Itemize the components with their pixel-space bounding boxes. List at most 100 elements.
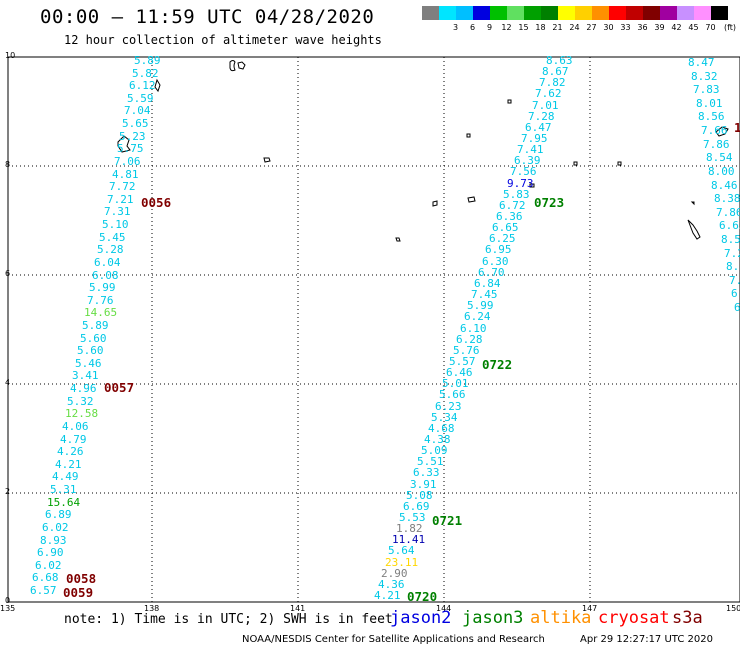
wave-height-value: 7.04 bbox=[124, 104, 151, 117]
wave-height-value: 8.00 bbox=[708, 165, 735, 178]
wave-height-value: 6.65 bbox=[719, 219, 740, 232]
wave-height-value: 6.65 bbox=[492, 221, 519, 234]
colorbar-swatch bbox=[541, 6, 558, 20]
wave-height-value: 6.89 bbox=[45, 508, 72, 521]
wave-height-value: 8.93 bbox=[40, 534, 67, 547]
island-yap bbox=[154, 78, 161, 93]
wave-height-value: 8.32 bbox=[691, 70, 718, 83]
x-tick-label: 147 bbox=[582, 604, 598, 613]
colorbar-swatch bbox=[592, 6, 609, 20]
wave-height-value: 6 bbox=[731, 287, 738, 300]
colorbar-label: 21 bbox=[552, 23, 563, 32]
wave-height-value: 5.82 bbox=[132, 67, 159, 80]
wave-height-value: 5.66 bbox=[439, 388, 466, 401]
x-tick-label: 150 bbox=[726, 604, 740, 613]
wave-height-value: 6.39 bbox=[514, 154, 541, 167]
wave-height-value: 8.1 bbox=[726, 260, 740, 273]
wave-height-value: 5.99 bbox=[89, 281, 116, 294]
footer-timestamp: Apr 29 12:27:17 UTC 2020 bbox=[580, 634, 713, 645]
wave-height-value: 8.01 bbox=[696, 97, 723, 110]
island-g bbox=[573, 161, 578, 166]
wave-height-value: 4.21 bbox=[374, 589, 401, 602]
wave-height-value: 5.10 bbox=[102, 218, 129, 231]
wave-height-value: 6.23 bbox=[435, 400, 462, 413]
island-palau-cluster bbox=[117, 135, 131, 153]
map-frame bbox=[7, 56, 740, 603]
wave-height-value: 8.63 bbox=[546, 54, 573, 67]
wave-height-value: 5.75 bbox=[117, 142, 144, 155]
wave-height-value: 2.90 bbox=[381, 567, 408, 580]
pass-time-label: 0721 bbox=[432, 513, 463, 528]
island-j bbox=[687, 219, 701, 240]
x-tick-label: 144 bbox=[436, 604, 452, 613]
wave-height-value: 6.08 bbox=[92, 269, 119, 282]
wave-height-value: 14.65 bbox=[84, 306, 118, 319]
wave-height-value: 6 bbox=[734, 301, 740, 314]
wave-height-value: 8.56 bbox=[698, 110, 725, 123]
colorbar-label: 24 bbox=[569, 23, 580, 32]
wave-height-value: 8.67 bbox=[542, 65, 569, 78]
wave-height-value: 5.65 bbox=[122, 117, 149, 130]
wave-height-value: 6.36 bbox=[496, 210, 523, 223]
colorbar-label: 42 bbox=[671, 23, 682, 32]
y-tick-label: 10 bbox=[5, 51, 16, 60]
wave-height-value: 6.57 bbox=[30, 584, 57, 597]
wave-height-value: 5.76 bbox=[453, 344, 480, 357]
wave-height-value: 6.04 bbox=[94, 256, 121, 269]
island-ngulu bbox=[229, 60, 246, 72]
wave-height-value: 6.69 bbox=[403, 500, 430, 513]
wave-height-value: 5.34 bbox=[431, 411, 458, 424]
wave-height-value: 3.41 bbox=[72, 369, 99, 382]
wave-height-value: 6.10 bbox=[460, 322, 487, 335]
wave-height-value: 5.28 bbox=[97, 243, 124, 256]
wave-height-value: 4.21 bbox=[55, 458, 82, 471]
wave-height-value: 7.31 bbox=[104, 205, 131, 218]
colorbar-swatch bbox=[558, 6, 575, 20]
wave-height-value: 6.33 bbox=[413, 466, 440, 479]
island-i bbox=[529, 183, 535, 188]
wave-height-value: 7.28 bbox=[528, 110, 555, 123]
wave-height-value: 6.72 bbox=[499, 199, 526, 212]
wave-height-value: 8.46 bbox=[711, 179, 738, 192]
wave-height-value: 6.25 bbox=[489, 232, 516, 245]
wave-height-value: 5.60 bbox=[77, 344, 104, 357]
wave-height-value: 15.64 bbox=[47, 496, 81, 509]
wave-height-value: 5.51 bbox=[417, 455, 444, 468]
wave-height-value: 6.95 bbox=[485, 243, 512, 256]
wave-height-value: 4.49 bbox=[52, 470, 79, 483]
wave-height-value: 23.11 bbox=[385, 556, 419, 569]
wave-height-value: 5.01 bbox=[442, 377, 469, 390]
colorbar-label: 12 bbox=[501, 23, 512, 32]
wave-height-value: 5.59 bbox=[127, 92, 154, 105]
wave-height-value: 5.46 bbox=[75, 357, 102, 370]
wave-height-value: 7.56 bbox=[510, 165, 537, 178]
colorbar-label: 15 bbox=[518, 23, 529, 32]
pass-time-label: 0720 bbox=[407, 589, 438, 604]
island-d bbox=[395, 237, 401, 242]
page-subtitle: 12 hour collection of altimeter wave hei… bbox=[64, 33, 382, 47]
note-text: note: 1) Time is in UTC; 2) SWH is in fe… bbox=[64, 612, 393, 627]
colorbar-swatch bbox=[643, 6, 660, 20]
wave-height-value: 6.90 bbox=[37, 546, 64, 559]
wave-height-value: 6.68 bbox=[32, 571, 59, 584]
wave-height-value: 5.89 bbox=[134, 54, 161, 67]
wave-height-value: 6.46 bbox=[446, 366, 473, 379]
legend-altika: altika bbox=[530, 608, 592, 628]
island-chuuk bbox=[715, 126, 729, 137]
colorbar-label: 45 bbox=[688, 23, 699, 32]
grid-lines bbox=[8, 57, 740, 602]
wave-height-value: 11.41 bbox=[392, 533, 426, 546]
wave-height-value: 7.83 bbox=[693, 83, 720, 96]
colorbar-swatch bbox=[422, 6, 439, 20]
wave-height-value: 4.79 bbox=[60, 433, 87, 446]
x-tick-label: 138 bbox=[144, 604, 160, 613]
wave-height-value: 6.12 bbox=[129, 79, 156, 92]
pass-time-label: 0058 bbox=[66, 571, 97, 586]
x-tick-label: 135 bbox=[0, 604, 16, 613]
wave-height-value: 7.06 bbox=[114, 155, 141, 168]
wave-height-value: 5.89 bbox=[82, 319, 109, 332]
wave-height-value: 5.23 bbox=[119, 130, 146, 143]
wave-height-value: 4.81 bbox=[112, 168, 139, 181]
wave-height-value: 5.53 bbox=[399, 511, 426, 524]
wave-height-value: 7.21 bbox=[107, 193, 134, 206]
